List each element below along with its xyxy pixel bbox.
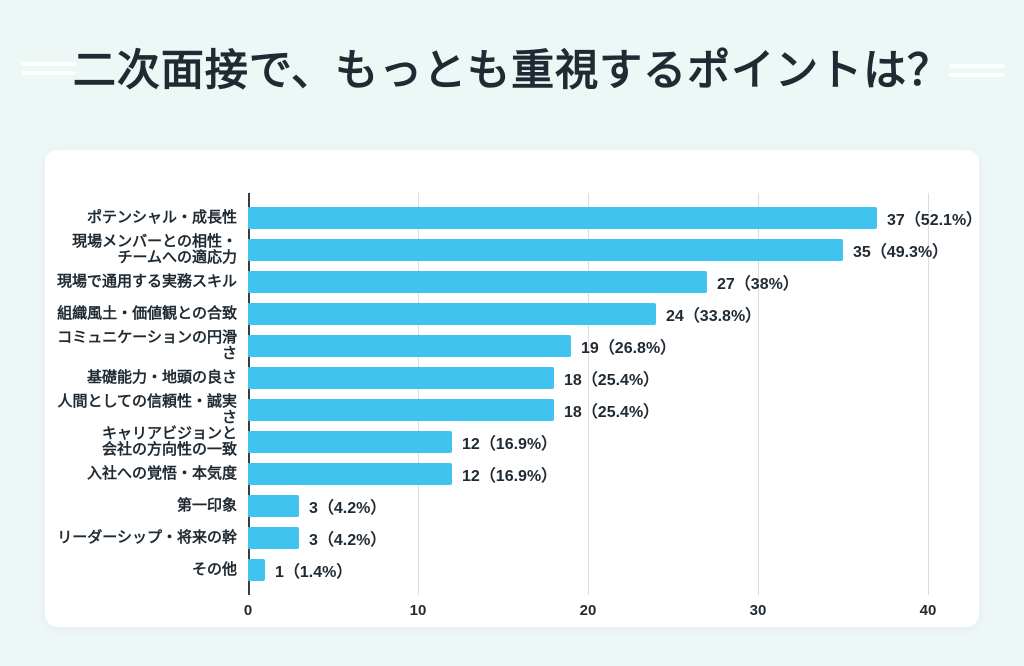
value-label: 12（16.9%） bbox=[462, 468, 558, 485]
bar-row: 1（1.4%） bbox=[248, 554, 928, 586]
bar bbox=[248, 367, 554, 389]
x-tick-label-30: 30 bbox=[749, 602, 767, 619]
bar bbox=[248, 495, 299, 517]
value-label: 3（4.2%） bbox=[309, 500, 387, 517]
category-label: 組織風土・価値観との合致 bbox=[57, 305, 237, 322]
category-labels-column: ポテンシャル・成長性現場メンバーとの相性・ チームへの適応力現場で通用する実務ス… bbox=[45, 202, 248, 586]
category-label: その他 bbox=[191, 561, 237, 578]
value-label: 18（25.4%） bbox=[564, 372, 660, 389]
category-label: 入社への覚悟・本気度 bbox=[86, 465, 237, 482]
title-decor-line-left-top bbox=[22, 62, 76, 66]
x-tick-label-0: 0 bbox=[243, 602, 253, 619]
bar bbox=[248, 207, 877, 229]
value-label: 35（49.3%） bbox=[853, 244, 949, 261]
bar-row: 19（26.8%） bbox=[248, 330, 928, 362]
category-label: 現場で通用する実務スキル bbox=[56, 273, 237, 290]
value-label: 3（4.2%） bbox=[309, 532, 387, 549]
chart-card: ポテンシャル・成長性現場メンバーとの相性・ チームへの適応力現場で通用する実務ス… bbox=[45, 150, 982, 627]
title-decor-line-right-bottom bbox=[949, 73, 1004, 77]
category-label: 第一印象 bbox=[176, 497, 237, 514]
value-label: 27（38%） bbox=[717, 276, 799, 293]
bar-row: 12（16.9%） bbox=[248, 458, 928, 490]
plot-area: 37（52.1%） 35（49.3%） 27（38%） 24（33.8%） 19（26.… bbox=[248, 193, 982, 595]
bar-row: 27（38%） bbox=[248, 266, 928, 298]
x-axis: 0 10 20 30 40 bbox=[244, 602, 937, 624]
bar-row: 18（25.4%） bbox=[248, 362, 928, 394]
bar-row: 35（49.3%） bbox=[248, 234, 948, 266]
x-tick-label-20: 20 bbox=[579, 602, 597, 619]
bar bbox=[248, 431, 452, 453]
category-label: リーダーシップ・将来の幹 bbox=[57, 529, 237, 546]
gridline-40 bbox=[928, 193, 929, 595]
x-tick-label-40: 40 bbox=[919, 602, 937, 619]
value-label: 37（52.1%） bbox=[887, 212, 983, 229]
bar-row: 3（4.2%） bbox=[248, 522, 928, 554]
gridlines bbox=[248, 193, 929, 595]
gridline-20 bbox=[588, 193, 589, 595]
bar bbox=[248, 239, 843, 261]
value-label: 24（33.8%） bbox=[666, 308, 762, 325]
bar-row: 12（16.9%） bbox=[248, 426, 928, 458]
title-decor-line-right-top bbox=[949, 64, 1004, 68]
bar-row: 37（52.1%） bbox=[248, 202, 982, 234]
value-label: 18（25.4%） bbox=[564, 404, 660, 421]
category-label: ポテンシャル・成長性 bbox=[86, 209, 237, 226]
bar bbox=[248, 303, 656, 325]
gridline-10 bbox=[418, 193, 419, 595]
axis-zero-line bbox=[248, 193, 250, 595]
bar-row: 3（4.2%） bbox=[248, 490, 928, 522]
gridline-30 bbox=[758, 193, 759, 595]
category-label: 現場メンバーとの相性・ チームへの適応力 bbox=[72, 233, 237, 266]
category-label: 基礎能力・地頭の良さ bbox=[86, 369, 237, 386]
value-label: 19（26.8%） bbox=[581, 340, 677, 357]
bar-row: 18（25.4%） bbox=[248, 394, 928, 426]
bar bbox=[248, 271, 707, 293]
page-title: 二次面接で、もっとも重視するポイントは？ bbox=[72, 47, 952, 95]
bar bbox=[248, 335, 571, 357]
bar bbox=[248, 463, 452, 485]
category-label: コミュニケーションの円滑さ bbox=[57, 329, 237, 362]
category-label: 人間としての信頼性・誠実さ bbox=[57, 393, 237, 426]
x-tick-label-10: 10 bbox=[409, 602, 427, 619]
bar bbox=[248, 559, 265, 581]
bar bbox=[248, 399, 554, 421]
bar-row: 24（33.8%） bbox=[248, 298, 928, 330]
title-decor-line-left-bottom bbox=[22, 71, 76, 75]
value-label: 12（16.9%） bbox=[462, 436, 558, 453]
bar bbox=[248, 527, 299, 549]
category-label: キャリアビジョンと 会社の方向性の一致 bbox=[101, 425, 237, 458]
bar-chart: ポテンシャル・成長性現場メンバーとの相性・ チームへの適応力現場で通用する実務ス… bbox=[45, 193, 982, 595]
value-label: 1（1.4%） bbox=[275, 564, 353, 581]
